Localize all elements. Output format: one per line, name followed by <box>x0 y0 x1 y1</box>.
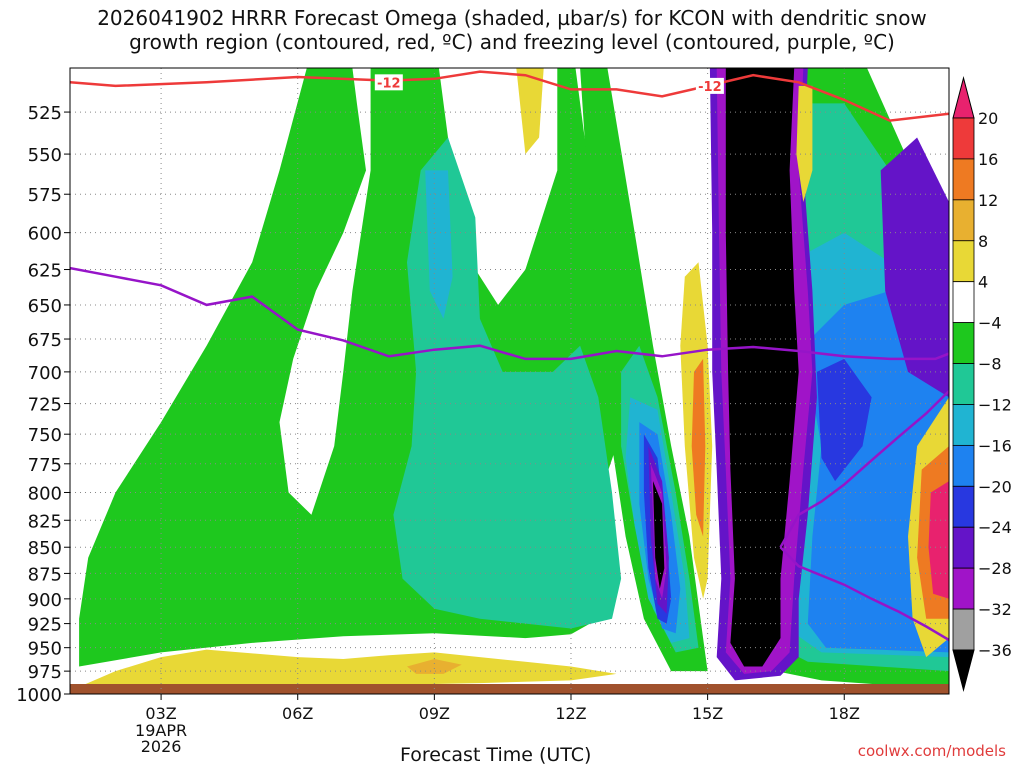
colorbar-bin-3 <box>952 240 975 283</box>
omega-region-24 <box>516 68 544 155</box>
colorbar-bottom-arrow <box>952 649 975 692</box>
omega-region-28 <box>928 481 949 599</box>
colorbar-label-8: −16 <box>978 436 1012 455</box>
colorbar-bin-6 <box>952 363 975 405</box>
y-tick-label-625: 625 <box>28 261 62 282</box>
colorbar-bin-5 <box>952 322 975 364</box>
colorbar-label-10: −24 <box>978 518 1012 537</box>
colorbar-label-6: −8 <box>978 355 1002 374</box>
y-tick-label-650: 650 <box>28 296 62 317</box>
y-tick-label-875: 875 <box>28 564 62 585</box>
freezing-level-line-lower <box>779 546 949 642</box>
colorbar-bin-0 <box>952 117 975 160</box>
omega-region-13 <box>880 137 949 398</box>
chart-title: 2026041902 HRRR Forecast Omega (shaded, … <box>0 6 1024 54</box>
colorbar-bin-4 <box>952 281 975 324</box>
date-label-0: 19APR <box>135 721 187 740</box>
colorbar-label-2: 12 <box>978 191 998 210</box>
dgz-contour-label-1: -12 <box>698 80 722 95</box>
x-tick-label-12Z: 12Z <box>555 704 586 723</box>
chart-title-line1: 2026041902 HRRR Forecast Omega (shaded, … <box>97 6 927 30</box>
x-axis-title: Forecast Time (UTC) <box>400 744 592 766</box>
colorbar-label-13: −36 <box>978 641 1012 660</box>
colorbar-label-0: 20 <box>978 109 998 128</box>
x-tick-label-09Z: 09Z <box>419 704 450 723</box>
colorbar-label-3: 8 <box>978 232 988 251</box>
y-tick-label-825: 825 <box>28 511 62 532</box>
y-tick-label-925: 925 <box>28 615 62 636</box>
y-tick-label-950: 950 <box>28 639 62 660</box>
dgz-label-bg-0 <box>374 74 403 91</box>
dgz-contour-line <box>70 70 949 122</box>
omega-region-12 <box>816 358 872 482</box>
omega-colorbar: 20 16 12 8 4 −4 −8 −12 −16 −20 −24 −28 −32 −36 <box>952 76 1012 692</box>
date-label-1: 2026 <box>141 737 182 756</box>
x-tick-label-18Z: 18Z <box>829 704 860 723</box>
omega-region-21 <box>407 659 462 674</box>
y-tick-label-675: 675 <box>28 330 62 351</box>
y-tick-label-750: 750 <box>28 425 62 446</box>
y-tick-label-550: 550 <box>28 145 62 166</box>
y-tick-label-850: 850 <box>28 538 62 559</box>
source-credit: coolwx.com/models <box>857 742 1006 760</box>
colorbar-label-5: −4 <box>978 314 1002 333</box>
colorbar-label-7: −12 <box>978 395 1012 414</box>
y-tick-label-575: 575 <box>28 185 62 206</box>
omega-region-20 <box>83 649 617 691</box>
omega-region-19 <box>725 68 799 667</box>
colorbar-bin-11 <box>952 567 975 610</box>
x-tick-label-06Z: 06Z <box>282 704 313 723</box>
colorbar-top-arrow <box>952 76 975 119</box>
freezing-level-line <box>70 266 949 361</box>
omega-shaded-regions <box>79 68 949 691</box>
colorbar-bin-9 <box>952 485 975 528</box>
contour-lines: -12 -12 <box>70 70 949 642</box>
colorbar-label-4: 4 <box>978 273 988 292</box>
colorbar-label-11: −28 <box>978 559 1012 578</box>
pressure-axis: 525 550 575 600 625 650 675 700 725 750 775 800 825 8… <box>16 103 70 706</box>
x-tick-label-15Z: 15Z <box>692 704 723 723</box>
y-tick-label-900: 900 <box>28 590 62 611</box>
y-tick-label-525: 525 <box>28 103 62 124</box>
chart-title-line2: growth region (contoured, red, ºC) and f… <box>129 30 895 54</box>
ground-layer <box>70 684 949 694</box>
x-tick-label-03Z: 03Z <box>145 704 176 723</box>
colorbar-label-1: 16 <box>978 150 998 169</box>
colorbar-bin-12 <box>952 608 975 651</box>
omega-region-25 <box>796 85 813 202</box>
colorbar-label-12: −32 <box>978 600 1012 619</box>
y-tick-label-725: 725 <box>28 395 62 416</box>
colorbar-bin-1 <box>952 158 975 201</box>
y-tick-label-975: 975 <box>28 662 62 683</box>
colorbar-bin-10 <box>952 526 975 569</box>
y-tick-label-775: 775 <box>28 455 62 476</box>
freezing-level-line-upper <box>779 390 949 548</box>
plot-frame <box>69 67 950 695</box>
colorbar-bin-7 <box>952 404 975 446</box>
y-tick-label-1000: 1000 <box>16 685 62 706</box>
y-tick-label-700: 700 <box>28 363 62 384</box>
omega-region-16 <box>653 481 665 589</box>
dgz-label-bg-1 <box>695 77 724 94</box>
colorbar-label-9: −20 <box>978 477 1012 496</box>
dgz-contour-label-0: -12 <box>377 76 401 91</box>
y-tick-label-600: 600 <box>28 224 62 245</box>
y-tick-label-800: 800 <box>28 483 62 504</box>
colorbar-bin-8 <box>952 444 975 487</box>
colorbar-bin-2 <box>952 199 975 242</box>
omega-region-6 <box>425 170 453 319</box>
